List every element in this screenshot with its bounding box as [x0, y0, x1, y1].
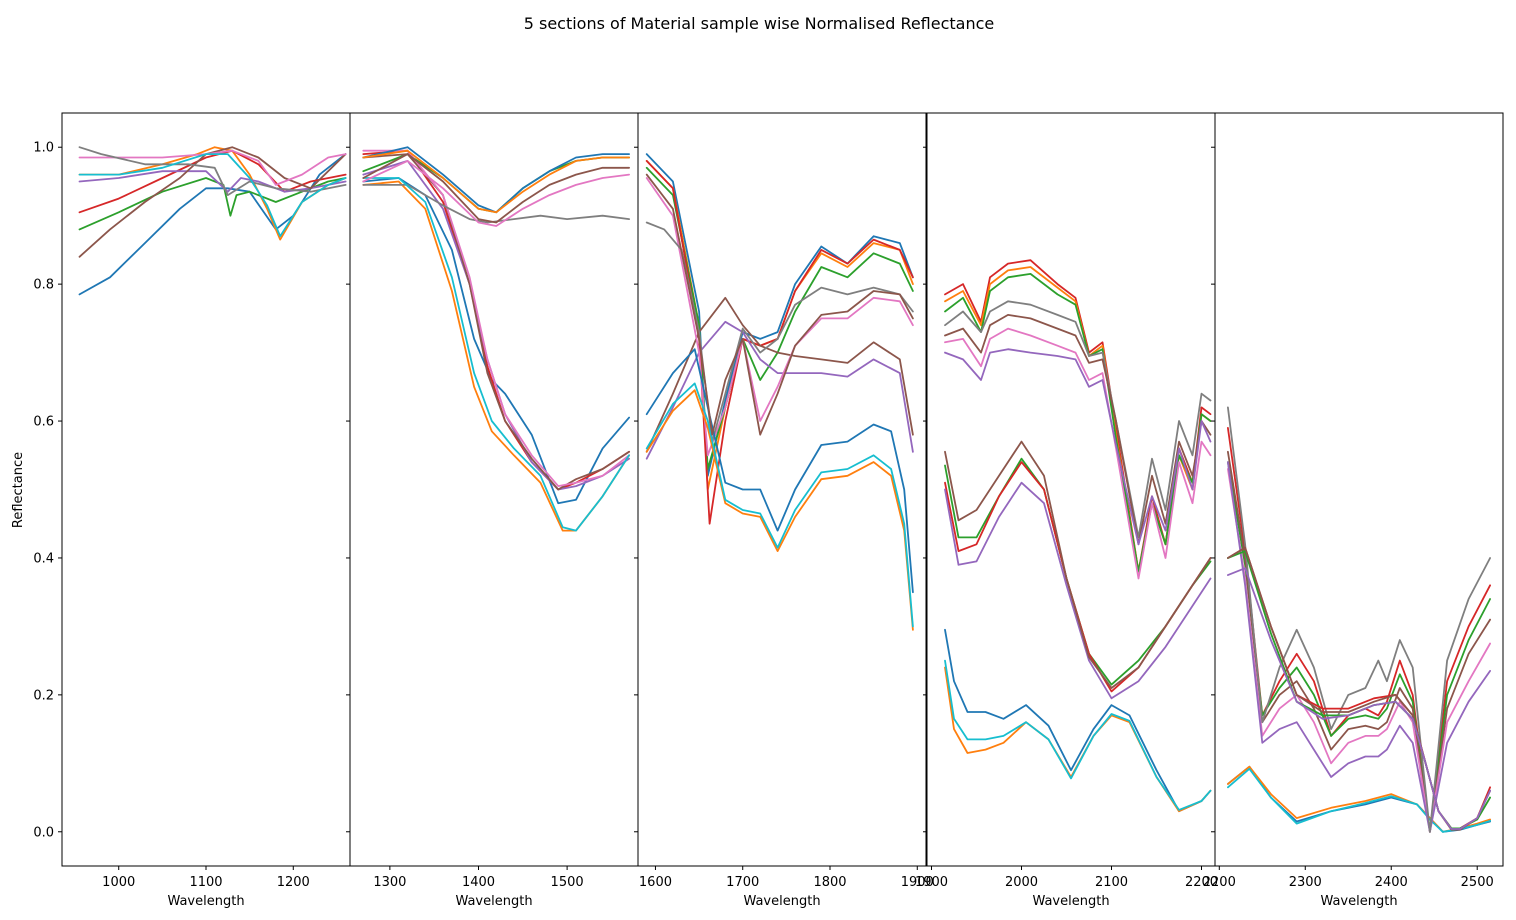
panel-3: 1600 1700 1800 1900 Wavelength — [634, 112, 934, 909]
series-line — [944, 659, 1212, 811]
series-line — [1227, 461, 1491, 833]
panel-frame — [61, 112, 351, 867]
series-line — [645, 382, 914, 628]
series-line — [944, 300, 1212, 539]
x-axis-label: Wavelength — [743, 894, 820, 909]
panels: 0.0 0.2 0.4 0.6 0.8 1.0 1000 1100 1200 Wavelength… — [33, 112, 1504, 909]
series-line — [944, 628, 1212, 813]
series-line — [362, 146, 630, 214]
x-tick-label: 2300 — [1289, 875, 1322, 890]
series-line — [1227, 450, 1491, 833]
x-tick-label: 1200 — [277, 875, 310, 890]
series-line — [645, 153, 914, 477]
panel-2-series — [362, 146, 630, 532]
series-line — [944, 481, 1212, 700]
x-tick-label: 1100 — [189, 875, 222, 890]
panel-2: 1300 1400 1500 Wavelength — [346, 112, 639, 909]
series-line — [944, 348, 1212, 546]
y-tick-label: 0.4 — [33, 551, 54, 566]
series-line — [1227, 765, 1491, 833]
series-line — [362, 180, 630, 532]
series-line — [1227, 567, 1491, 830]
series-line — [944, 327, 1212, 580]
series-line — [944, 313, 1212, 546]
series-line — [362, 183, 630, 224]
series-line — [78, 146, 347, 197]
series-line — [1227, 461, 1491, 833]
series-line — [645, 166, 914, 470]
x-tick-label: 1500 — [551, 875, 584, 890]
series-line — [645, 389, 914, 631]
y-tick-label: 1.0 — [33, 141, 54, 156]
panel-1: 0.0 0.2 0.4 0.6 0.8 1.0 1000 1100 1200 Wavelength — [33, 112, 351, 909]
y-axis-label: Reflectance — [11, 452, 26, 528]
panel-4: 1900 2000 2100 2200 Wavelength — [915, 112, 1218, 909]
series-line — [362, 153, 630, 491]
x-tick-label: 2200 — [1203, 875, 1236, 890]
x-tick-label: 1400 — [462, 875, 495, 890]
series-line — [362, 159, 630, 491]
series-line — [944, 272, 1212, 573]
x-tick-label: 2200 — [1185, 875, 1218, 890]
x-tick-label: 1900 — [901, 875, 934, 890]
series-line — [362, 159, 630, 227]
series-line — [78, 153, 347, 238]
series-line — [78, 146, 347, 241]
x-axis-label: Wavelength — [1320, 894, 1397, 909]
y-tick-label: 0.6 — [33, 415, 54, 430]
series-line — [645, 348, 914, 594]
x-axis-label: Wavelength — [455, 894, 532, 909]
series-line — [362, 149, 630, 214]
y-tick-label: 0.0 — [33, 825, 54, 840]
series-line — [1227, 468, 1491, 833]
panel-frame — [1214, 112, 1504, 867]
series-line — [645, 173, 914, 436]
series-line — [1227, 546, 1491, 831]
panel-4-series — [944, 259, 1212, 813]
series-line — [362, 149, 630, 491]
x-tick-label: 2000 — [1005, 875, 1038, 890]
y-tick-label: 0.8 — [33, 278, 54, 293]
x-tick-label: 1300 — [373, 875, 406, 890]
x-tick-label: 1600 — [639, 875, 672, 890]
x-axis-label: Wavelength — [167, 894, 244, 909]
series-line — [1227, 765, 1491, 833]
x-tick-label: 1000 — [102, 875, 135, 890]
x-tick-label: 1900 — [915, 875, 948, 890]
chart-title: 5 sections of Material sample wise Norma… — [524, 14, 995, 33]
series-line — [944, 440, 1212, 689]
panel-frame — [637, 112, 927, 867]
series-line — [1227, 767, 1491, 833]
panel-3-series — [645, 153, 914, 631]
panel-5-series — [1227, 406, 1491, 833]
series-line — [78, 149, 347, 186]
series-line — [645, 296, 914, 453]
series-line — [1227, 546, 1491, 830]
x-tick-label: 2400 — [1375, 875, 1408, 890]
panel-1-series — [78, 146, 347, 296]
y-tick-label: 0.2 — [33, 688, 54, 703]
panel-5: 2200 2300 2400 2500 Wavelength — [1203, 112, 1504, 909]
x-tick-label: 1700 — [726, 875, 759, 890]
series-line — [645, 177, 914, 457]
x-axis-label: Wavelength — [1032, 894, 1109, 909]
series-line — [78, 146, 347, 258]
series-line — [362, 153, 630, 224]
x-tick-label: 1800 — [813, 875, 846, 890]
series-line — [1227, 406, 1491, 833]
x-tick-label: 2100 — [1095, 875, 1128, 890]
series-line — [362, 177, 630, 532]
x-tick-label: 2500 — [1461, 875, 1494, 890]
